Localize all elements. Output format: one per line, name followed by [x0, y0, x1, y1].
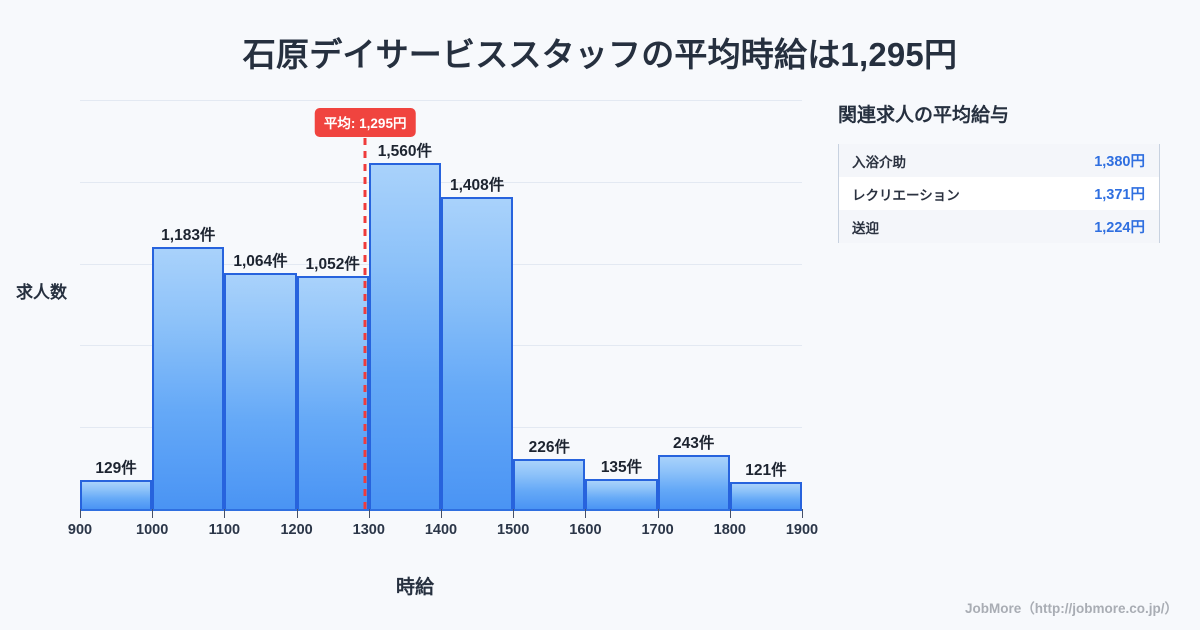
table-row-label: 入浴介助 [852, 154, 906, 170]
x-axis-tick-label: 1100 [208, 522, 241, 538]
gridline [80, 100, 802, 101]
page-title: 石原デイサービススタッフの平均時給は1,295円 [242, 36, 958, 73]
plot-area: 129件 1,183件 1,064件 1,052件 1,560件 1,408件 226件 13… [68, 100, 818, 538]
x-axis-tick [152, 509, 154, 518]
table-row[interactable]: レクリエーション 1,371円 [839, 177, 1159, 210]
x-axis-tick-label: 1800 [713, 522, 746, 538]
bar-value-label: 1,064件 [233, 253, 288, 271]
x-axis-tick-label: 1700 [641, 522, 674, 538]
table-row-value: 1,224円 [1094, 220, 1145, 236]
related-salary-panel: 関連求人の平均給与 入浴介助 1,380円レクリエーション 1,371円送迎 1,22… [838, 100, 1168, 243]
histogram-bar [368, 163, 441, 509]
x-axis-tick-label: 1600 [569, 522, 602, 538]
x-axis-tick [657, 509, 659, 518]
related-salary-title: 関連求人の平均給与 [838, 105, 1010, 126]
bar-value-label: 135件 [600, 459, 643, 477]
bar-value-label: 121件 [745, 462, 787, 480]
table-row-value: 1,371円 [1094, 187, 1145, 203]
gridline [80, 181, 802, 183]
x-axis-tick-label: 900 [67, 522, 93, 538]
x-axis-tick-label: 1000 [136, 522, 169, 538]
table-row[interactable]: 入浴介助 1,380円 [839, 144, 1159, 177]
histogram-bar [657, 455, 730, 509]
bar-value-label: 1,560件 [377, 143, 433, 161]
bar-value-label: 226件 [528, 438, 570, 456]
bar-value-label: 1,052件 [305, 255, 360, 273]
bar-value-label: 1,183件 [161, 226, 216, 244]
x-axis-tick [296, 509, 298, 518]
related-salary-table: 入浴介助 1,380円レクリエーション 1,371円送迎 1,224円 [838, 144, 1160, 243]
table-row-value: 1,380円 [1094, 154, 1145, 170]
x-axis-tick-label: 1200 [280, 522, 313, 538]
histogram-bar [296, 275, 369, 509]
bar-value-label: 243件 [673, 435, 715, 453]
x-axis-tick [80, 509, 81, 518]
table-row-label: 送迎 [852, 220, 879, 236]
x-axis-title: 時給 [395, 577, 434, 598]
histogram-bar [80, 480, 153, 509]
histogram-bar [585, 479, 658, 509]
bar-value-label: 129件 [95, 460, 137, 478]
y-axis-title: 求人数 [16, 283, 67, 302]
x-axis-tick [802, 509, 803, 518]
table-row[interactable]: 送迎 1,224円 [839, 210, 1159, 243]
x-axis-tick [441, 509, 442, 518]
histogram-bar [441, 196, 514, 509]
x-axis-tick-label: 1900 [785, 522, 819, 538]
average-dashed-line [363, 138, 367, 509]
x-axis-tick [585, 509, 587, 518]
x-axis-tick-label: 1300 [352, 522, 385, 538]
histogram-bar [729, 482, 802, 509]
footer-attribution: JobMore（http://jobmore.co.jp/） [965, 601, 1178, 616]
average-badge: 平均: 1,295円 [314, 108, 416, 137]
bar-value-label: 1,408件 [449, 176, 505, 194]
x-axis-tick [513, 509, 515, 518]
x-axis-tick-label: 1400 [424, 522, 458, 538]
histogram-bar [513, 458, 586, 509]
table-row-label: レクリエーション [852, 187, 960, 203]
x-axis-tick-label: 1500 [497, 522, 530, 538]
x-axis-tick [368, 509, 370, 518]
x-axis-tick [224, 509, 226, 518]
histogram-bar [224, 273, 297, 509]
x-axis-tick [729, 509, 731, 518]
histogram-chart: 求人数 129件 1,183件 1,064件 1,052件 1,560件 1,408件 22… [0, 90, 830, 538]
histogram-bar [152, 246, 225, 509]
